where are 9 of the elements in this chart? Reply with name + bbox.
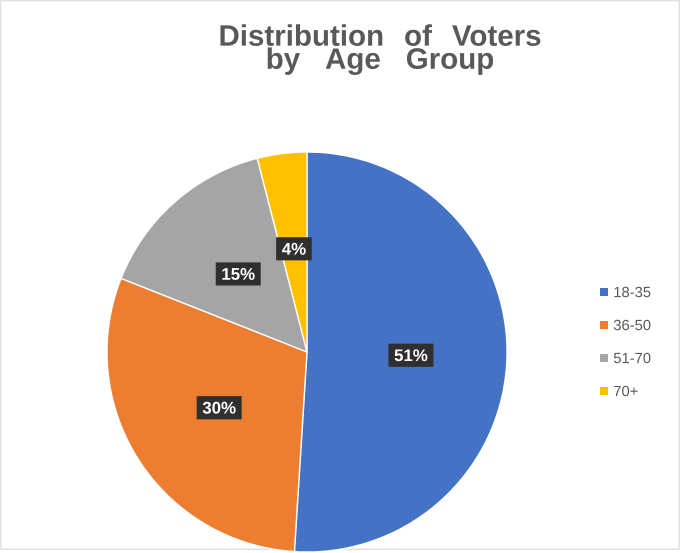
data-label: 15% <box>222 268 255 280</box>
chart-title: Distribution of Voters by Age Group <box>220 24 540 76</box>
legend-label: 51-70 <box>614 352 650 364</box>
data-label: 51% <box>394 349 428 362</box>
legend-label: 18-35 <box>614 286 650 298</box>
data-label: 30% <box>202 402 236 414</box>
data-label: 4% <box>282 243 306 255</box>
legend-label: 70+ <box>614 386 638 396</box>
legend-label: 36-50 <box>614 320 650 330</box>
